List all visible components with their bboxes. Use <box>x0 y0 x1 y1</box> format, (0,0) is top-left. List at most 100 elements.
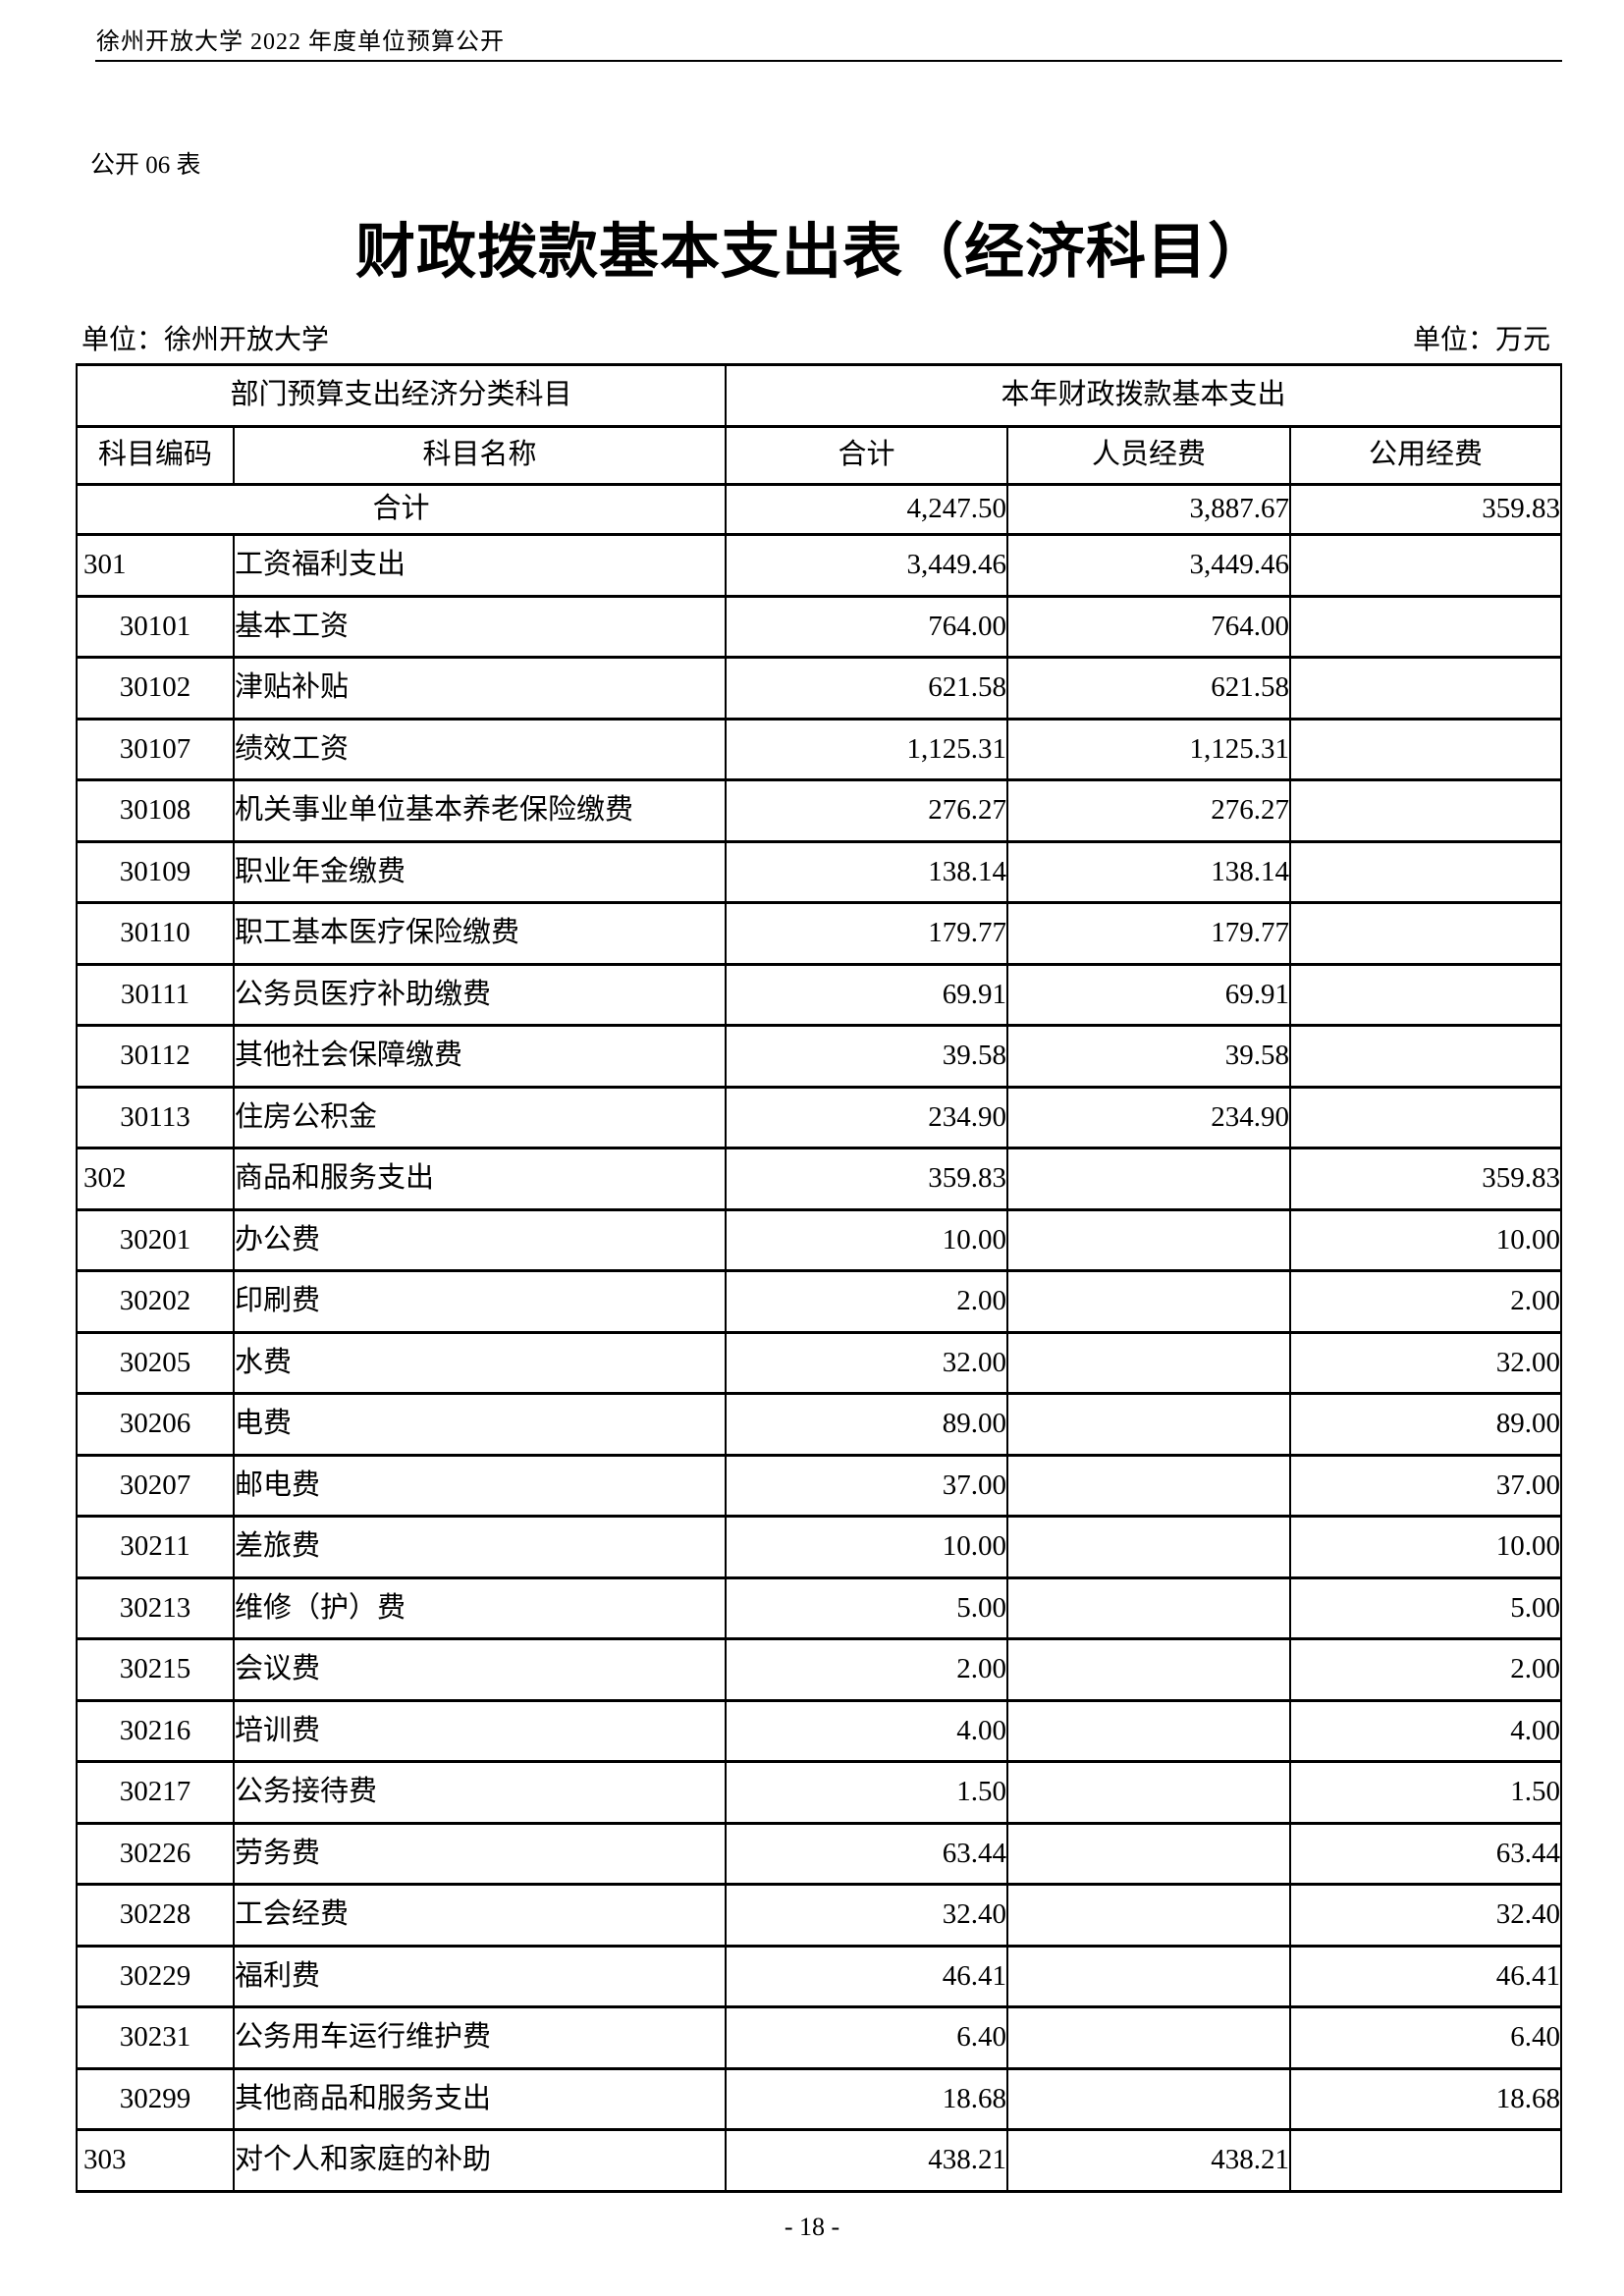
subject-name-cell: 办公费 <box>232 1207 728 1272</box>
total-row-public-cell: 359.83 <box>1289 483 1563 536</box>
public-cell: 359.83 <box>1289 1147 1563 1211</box>
table-row: 30231 公务用车运行维护费 6.40 6.40 <box>76 2005 1563 2070</box>
public-cell <box>1289 901 1563 966</box>
subject-name-cell: 福利费 <box>232 1944 728 2008</box>
total-cell: 438.21 <box>725 2128 1009 2193</box>
total-cell: 234.90 <box>725 1085 1009 1149</box>
personnel-cell <box>1006 1515 1292 1579</box>
table-row: 30229 福利费 46.41 46.41 <box>76 1944 1563 2008</box>
subject-name-cell: 印刷费 <box>232 1269 728 1334</box>
total-row-personnel-cell: 3,887.67 <box>1006 483 1292 536</box>
table-row: 30110 职工基本医疗保险缴费 179.77 179.77 <box>76 901 1563 966</box>
subject-code-cell: 30216 <box>76 1698 235 1763</box>
subject-code-cell: 30215 <box>76 1637 235 1702</box>
total-cell: 3,449.46 <box>725 533 1009 598</box>
subject-name-cell: 会议费 <box>232 1637 728 1702</box>
subject-name-cell: 绩效工资 <box>232 717 728 781</box>
subject-code-cell: 30299 <box>76 2066 235 2131</box>
table-row: 30109 职业年金缴费 138.14 138.14 <box>76 839 1563 904</box>
table-row: 30108 机关事业单位基本养老保险缴费 276.27 276.27 <box>76 778 1563 843</box>
public-cell: 2.00 <box>1289 1637 1563 1702</box>
table-row: 30112 其他社会保障缴费 39.58 39.58 <box>76 1024 1563 1089</box>
table-row: 303 对个人和家庭的补助 438.21 438.21 <box>76 2128 1563 2193</box>
table-row: 302 商品和服务支出 359.83 359.83 <box>76 1147 1563 1211</box>
subject-code-cell: 30211 <box>76 1515 235 1579</box>
subject-name-cell: 住房公积金 <box>232 1085 728 1149</box>
public-cell <box>1289 778 1563 843</box>
public-cell: 5.00 <box>1289 1575 1563 1640</box>
public-cell: 32.40 <box>1289 1883 1563 1948</box>
personnel-cell <box>1006 1575 1292 1640</box>
total-cell: 89.00 <box>725 1392 1009 1457</box>
subject-name-cell: 邮电费 <box>232 1453 728 1518</box>
subject-name-cell: 职工基本医疗保险缴费 <box>232 901 728 966</box>
total-cell: 1,125.31 <box>725 717 1009 781</box>
total-cell: 6.40 <box>725 2005 1009 2070</box>
personnel-cell <box>1006 1147 1292 1211</box>
subject-name-cell: 公务接待费 <box>232 1760 728 1825</box>
total-cell: 2.00 <box>725 1269 1009 1334</box>
subject-code-cell: 30108 <box>76 778 235 843</box>
subject-code-cell: 30202 <box>76 1269 235 1334</box>
table-row: 30202 印刷费 2.00 2.00 <box>76 1269 1563 1334</box>
page-title: 财政拨款基本支出表（经济科目） <box>354 220 1269 286</box>
subject-name-cell: 维修（护）费 <box>232 1575 728 1640</box>
total-cell: 621.58 <box>725 656 1009 721</box>
subject-code-cell: 30109 <box>76 839 235 904</box>
personnel-cell <box>1006 2005 1292 2070</box>
personnel-cell: 621.58 <box>1006 656 1292 721</box>
public-cell <box>1289 656 1563 721</box>
page-number: - 18 - <box>784 2213 840 2241</box>
public-cell <box>1289 839 1563 904</box>
public-cell <box>1289 1085 1563 1149</box>
personnel-cell <box>1006 2066 1292 2131</box>
personnel-cell: 39.58 <box>1006 1024 1292 1089</box>
subject-name-cell: 水费 <box>232 1330 728 1395</box>
unit-right-label: 单位：万元 <box>1412 325 1550 355</box>
public-cell <box>1289 962 1563 1027</box>
group-header-expenditure: 本年财政拨款基本支出 <box>725 363 1563 428</box>
subject-code-cell: 30213 <box>76 1575 235 1640</box>
table-row: 30205 水费 32.00 32.00 <box>76 1330 1563 1395</box>
subject-code-cell: 30201 <box>76 1207 235 1272</box>
personnel-cell: 276.27 <box>1006 778 1292 843</box>
public-cell <box>1289 2128 1563 2193</box>
personnel-cell <box>1006 1637 1292 1702</box>
total-cell: 5.00 <box>725 1575 1009 1640</box>
table-row: 30299 其他商品和服务支出 18.68 18.68 <box>76 2066 1563 2131</box>
table-row: 30216 培训费 4.00 4.00 <box>76 1698 1563 1763</box>
subject-name-cell: 工资福利支出 <box>232 533 728 598</box>
unit-left-label: 单位：徐州开放大学 <box>81 325 330 355</box>
subject-code-cell: 30226 <box>76 1821 235 1886</box>
public-cell: 32.00 <box>1289 1330 1563 1395</box>
public-cell: 18.68 <box>1289 2066 1563 2131</box>
total-row-label: 合计 <box>75 483 728 536</box>
subject-code-cell: 302 <box>76 1147 235 1211</box>
subject-code-cell: 303 <box>76 2128 235 2193</box>
subject-name-cell: 劳务费 <box>232 1821 728 1886</box>
group-header-row: 部门预算支出经济分类科目 本年财政拨款基本支出 <box>75 363 1563 428</box>
personnel-cell <box>1006 1207 1292 1272</box>
total-cell: 764.00 <box>725 594 1009 659</box>
total-cell: 359.83 <box>725 1147 1009 1211</box>
personnel-cell <box>1006 1821 1292 1886</box>
public-cell: 37.00 <box>1289 1453 1563 1518</box>
total-cell: 10.00 <box>725 1207 1009 1272</box>
subject-name-cell: 津贴补贴 <box>232 656 728 721</box>
table-row: 30102 津贴补贴 621.58 621.58 <box>76 656 1563 721</box>
subject-code-cell: 30112 <box>76 1024 235 1089</box>
total-cell: 37.00 <box>725 1453 1009 1518</box>
document-header-text: 徐州开放大学 2022 年度单位预算公开 <box>96 29 505 55</box>
subject-name-cell: 培训费 <box>232 1698 728 1763</box>
col-header-total: 合计 <box>725 425 1009 486</box>
personnel-cell: 438.21 <box>1006 2128 1292 2193</box>
subject-code-cell: 30107 <box>76 717 235 781</box>
subject-name-cell: 其他商品和服务支出 <box>232 2066 728 2131</box>
col-header-subject-code: 科目编码 <box>76 425 235 486</box>
total-cell: 4.00 <box>725 1698 1009 1763</box>
table-row: 30107 绩效工资 1,125.31 1,125.31 <box>76 717 1563 781</box>
budget-table: 部门预算支出经济分类科目 本年财政拨款基本支出 科目编码 科目名称 合计 人员经… <box>75 363 1563 2193</box>
subject-code-cell: 30217 <box>76 1760 235 1825</box>
total-cell: 46.41 <box>725 1944 1009 2008</box>
